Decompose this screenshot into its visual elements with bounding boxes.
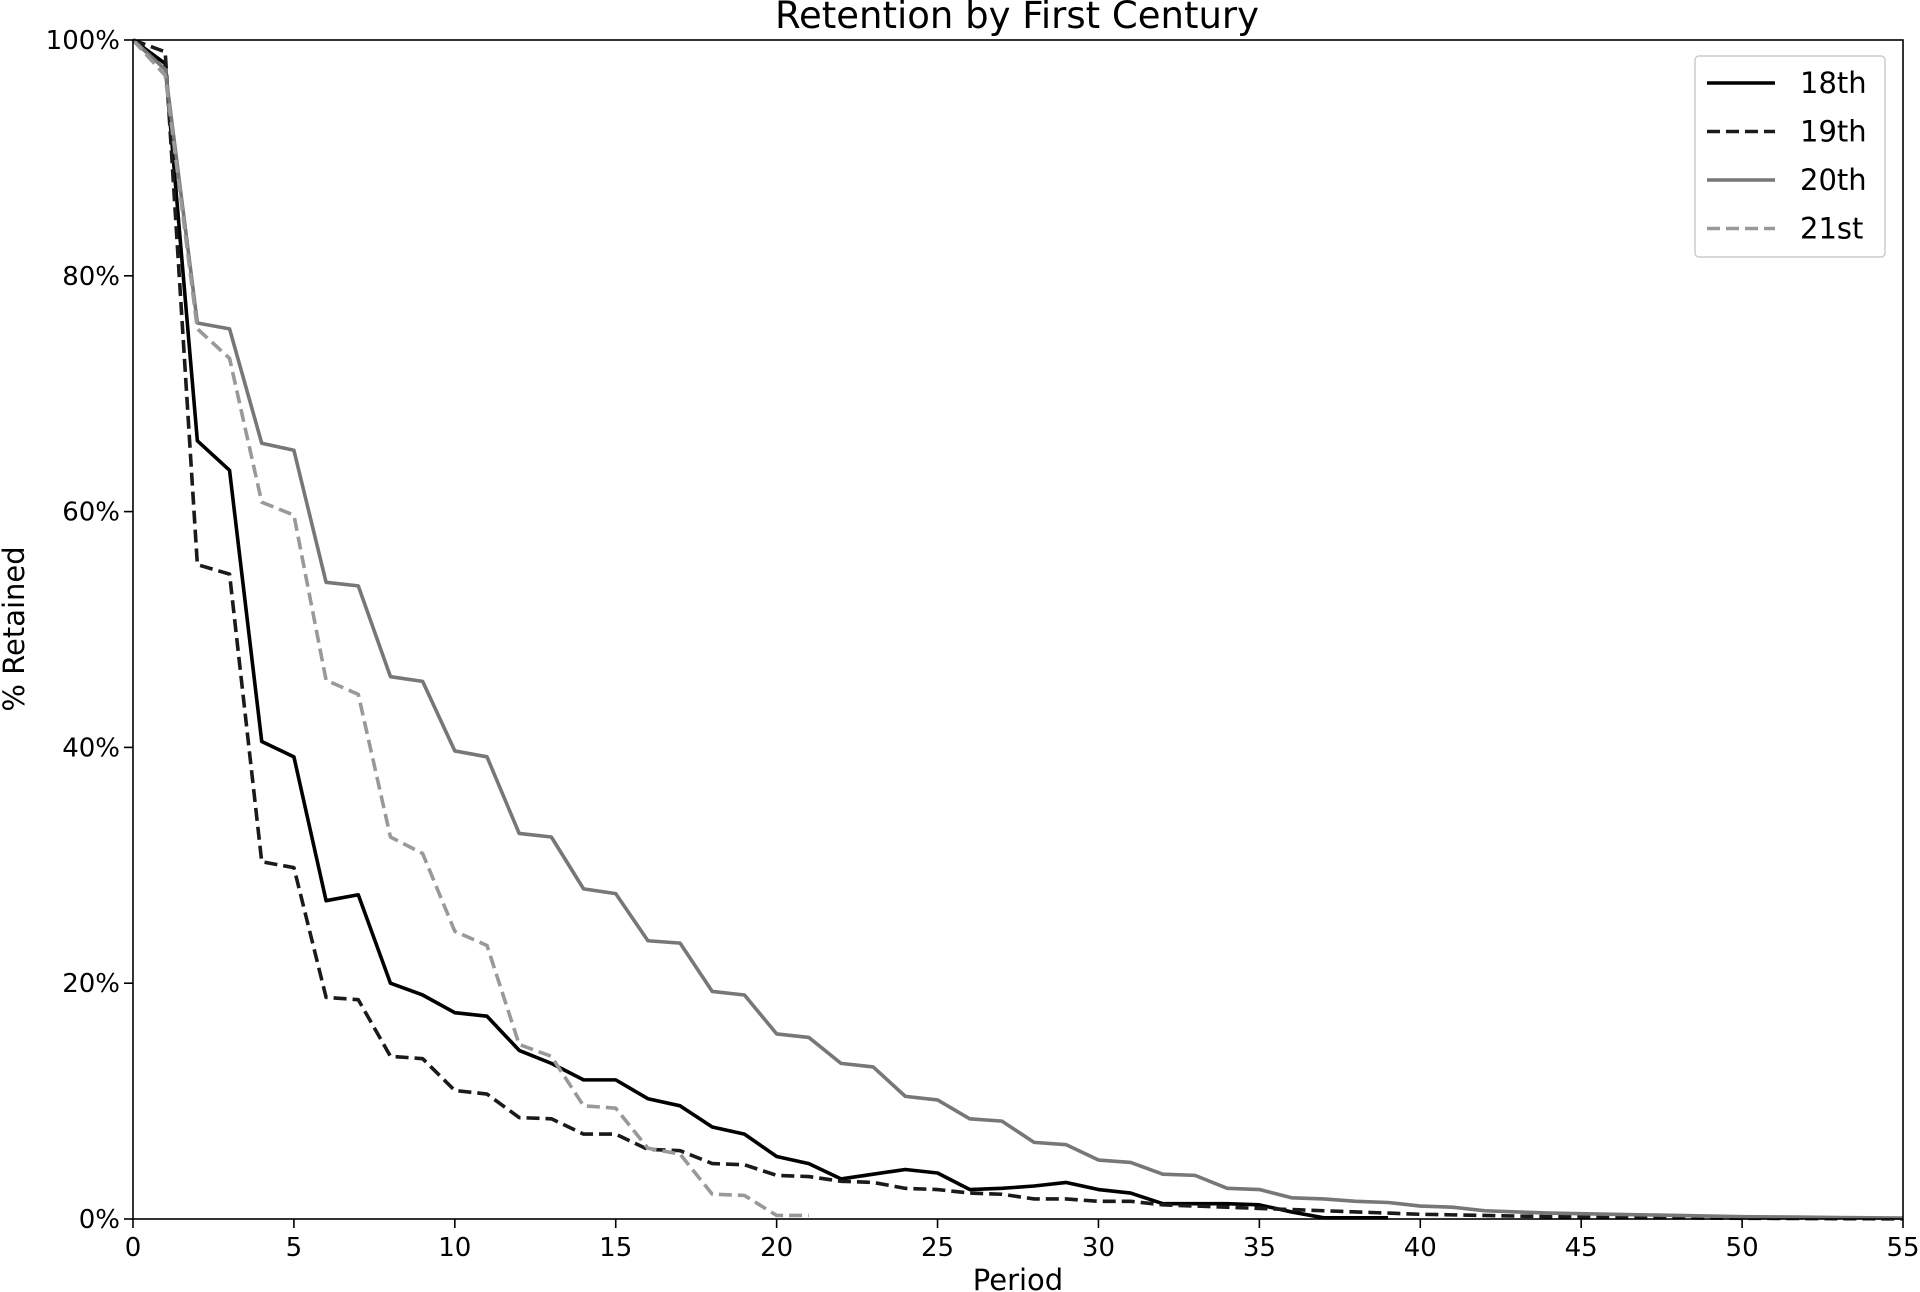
series-line-19th xyxy=(132,38,1904,1221)
x-tick-label: 10 xyxy=(438,1233,471,1263)
x-tick-label: 50 xyxy=(1726,1233,1759,1263)
x-tick-label: 45 xyxy=(1565,1233,1598,1263)
plot-frame xyxy=(132,39,1904,1220)
y-tick-label: 80% xyxy=(62,262,120,292)
x-tick-label: 25 xyxy=(921,1233,954,1263)
y-tick-label: 20% xyxy=(62,969,120,999)
x-tick-label: 15 xyxy=(599,1233,632,1263)
x-tick-label: 20 xyxy=(760,1233,793,1263)
series-line-20th xyxy=(131,38,1904,1220)
legend-label: 20th xyxy=(1800,163,1867,197)
legend-entries: 18th 19th 20th 21st xyxy=(1707,66,1867,246)
legend-label: 18th xyxy=(1800,66,1867,100)
x-tick-label: 30 xyxy=(1082,1233,1115,1263)
chart-title: Retention by First Century xyxy=(775,0,1259,37)
y-tick-label: 100% xyxy=(46,26,120,56)
legend-label: 21st xyxy=(1800,212,1863,246)
y-axis-ticks: 0% 20% 40% 60% 80% 100% xyxy=(46,26,133,1235)
x-tick-label: 35 xyxy=(1243,1233,1276,1263)
x-tick-label: 0 xyxy=(125,1233,142,1263)
y-tick-label: 60% xyxy=(62,498,120,528)
legend-box xyxy=(1694,55,1886,258)
series-layer xyxy=(131,38,1904,1221)
series-line-18th xyxy=(131,38,1389,1220)
series-line-21st xyxy=(131,38,809,1218)
y-tick-label: 40% xyxy=(62,733,120,763)
x-axis-title: Period xyxy=(973,1263,1063,1292)
x-tick-label: 55 xyxy=(1886,1233,1919,1263)
legend: 18th 19th 20th 21st xyxy=(1694,55,1886,258)
y-tick-label: 0% xyxy=(79,1205,120,1235)
legend-label: 19th xyxy=(1800,115,1867,149)
x-axis-ticks: 0 5 10 15 20 25 30 35 40 45 50 55 xyxy=(125,1219,1920,1263)
y-axis-title: % Retained xyxy=(0,546,31,711)
x-tick-label: 40 xyxy=(1404,1233,1437,1263)
x-tick-label: 5 xyxy=(286,1233,303,1263)
